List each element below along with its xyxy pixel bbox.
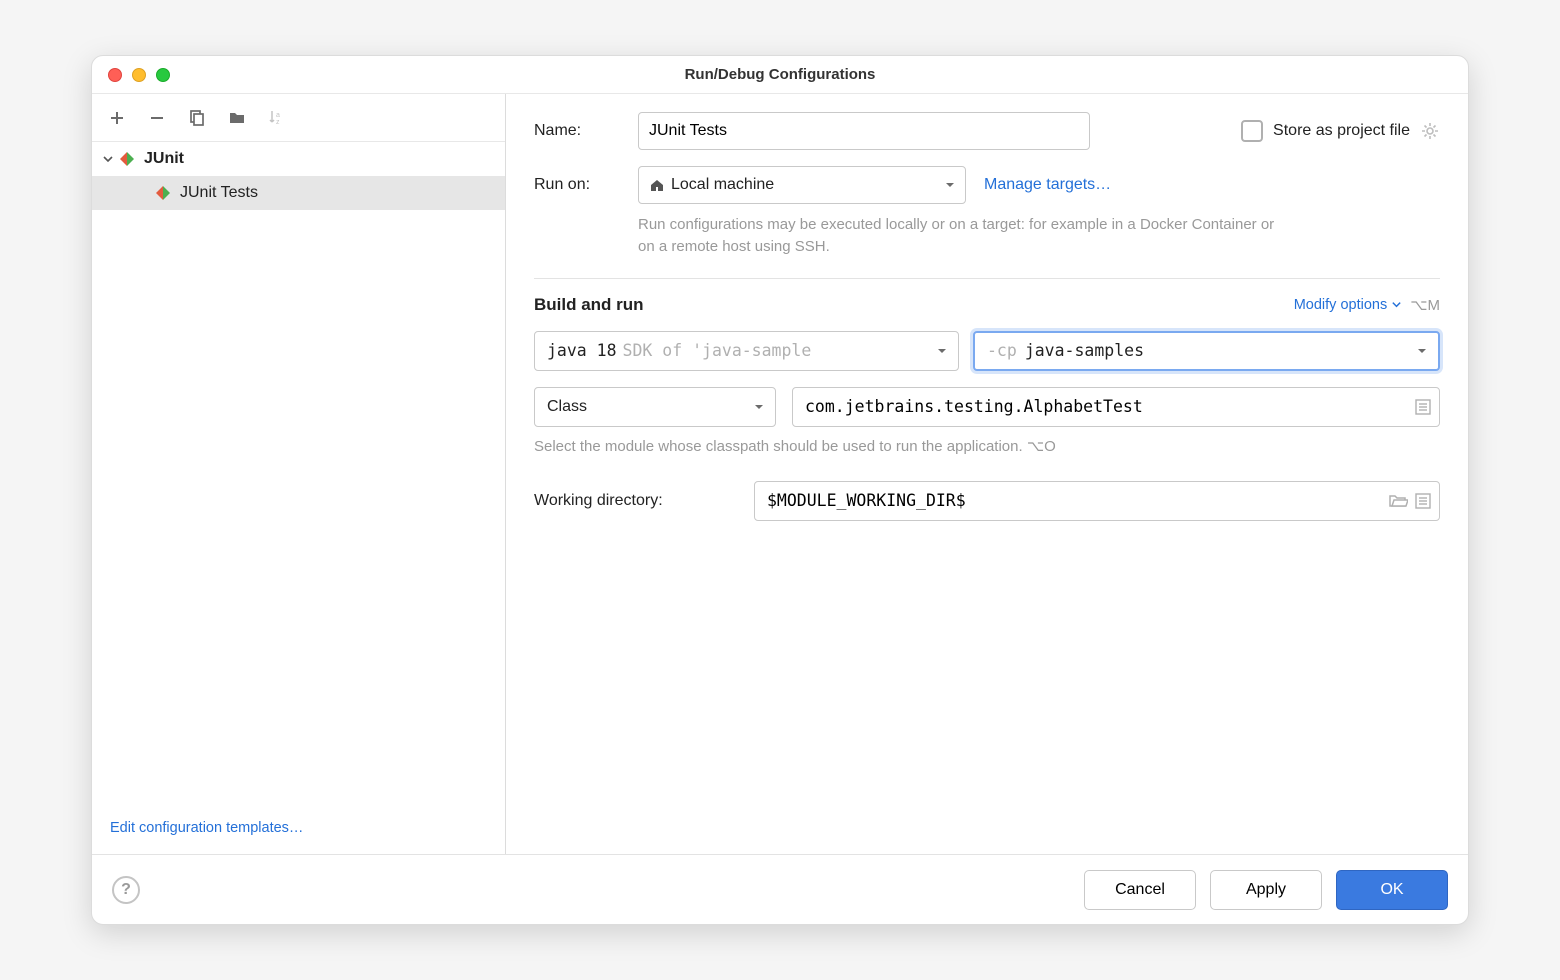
config-tree: JUnit JUnit Tests bbox=[92, 142, 505, 808]
svg-text:a: a bbox=[276, 112, 280, 119]
svg-text:z: z bbox=[276, 119, 280, 126]
jdk-select[interactable]: java 18 SDK of 'java-sample bbox=[534, 331, 959, 371]
sidebar-toolbar: az bbox=[92, 94, 505, 142]
jdk-hint: SDK of 'java-sample bbox=[623, 341, 812, 360]
window-title: Run/Debug Configurations bbox=[92, 66, 1468, 83]
name-input[interactable] bbox=[638, 112, 1090, 150]
classpath-module-select[interactable]: -cp java-samples bbox=[973, 331, 1440, 371]
list-icon bbox=[1414, 398, 1432, 416]
modify-options-link[interactable]: Modify options bbox=[1294, 297, 1403, 313]
scope-class-row: Class bbox=[534, 387, 1440, 427]
apply-button[interactable]: Apply bbox=[1210, 870, 1322, 910]
home-icon bbox=[649, 177, 665, 193]
jdk-value: java 18 bbox=[547, 341, 617, 360]
chevron-down-icon bbox=[1391, 299, 1402, 310]
plus-icon bbox=[109, 110, 125, 126]
junit-icon bbox=[156, 186, 174, 200]
class-name-input[interactable] bbox=[792, 387, 1440, 427]
copy-config-button[interactable] bbox=[186, 107, 208, 129]
runon-row: Run on: Local machine Manage targets… bbox=[534, 166, 1440, 204]
runon-hint: Run configurations may be executed local… bbox=[638, 214, 1278, 258]
name-row: Name: Store as project file bbox=[534, 112, 1440, 150]
sidebar-footer: Edit configuration templates… bbox=[92, 808, 505, 854]
build-run-header: Build and run Modify options ⌥M bbox=[534, 295, 1440, 315]
store-as-project-label: Store as project file bbox=[1273, 122, 1410, 140]
jdk-cp-row: java 18 SDK of 'java-sample -cp java-sam… bbox=[534, 331, 1440, 371]
cp-value: java-samples bbox=[1025, 341, 1144, 360]
store-as-project-area: Store as project file bbox=[1241, 120, 1440, 142]
dialog-footer: ? Cancel Apply OK bbox=[92, 854, 1468, 924]
help-button[interactable]: ? bbox=[112, 876, 140, 904]
sort-config-button[interactable]: az bbox=[266, 107, 288, 129]
cp-flag: -cp bbox=[987, 341, 1017, 360]
folder-icon bbox=[228, 109, 246, 127]
run-debug-config-dialog: Run/Debug Configurations az bbox=[91, 55, 1469, 925]
browse-class-button[interactable] bbox=[1414, 398, 1432, 416]
remove-config-button[interactable] bbox=[146, 107, 168, 129]
runon-select[interactable]: Local machine bbox=[638, 166, 966, 204]
sort-az-icon: az bbox=[268, 109, 286, 127]
tree-node-label: JUnit Tests bbox=[180, 184, 258, 202]
ok-button[interactable]: OK bbox=[1336, 870, 1448, 910]
save-config-button[interactable] bbox=[226, 107, 248, 129]
test-scope-select[interactable]: Class bbox=[534, 387, 776, 427]
classpath-hint: Select the module whose classpath should… bbox=[534, 437, 1440, 455]
divider bbox=[534, 278, 1440, 279]
titlebar: Run/Debug Configurations bbox=[92, 56, 1468, 94]
folder-open-icon bbox=[1388, 492, 1408, 510]
build-run-title: Build and run bbox=[534, 295, 644, 315]
list-icon bbox=[1414, 492, 1432, 510]
cancel-button[interactable]: Cancel bbox=[1084, 870, 1196, 910]
tree-node-label: JUnit bbox=[144, 150, 184, 168]
main-panel: Name: Store as project file Run on: bbox=[506, 94, 1468, 854]
chevron-down-icon bbox=[753, 401, 765, 413]
macro-button[interactable] bbox=[1414, 492, 1432, 510]
junit-icon bbox=[120, 152, 138, 166]
chevron-down-icon bbox=[102, 153, 114, 165]
store-as-project-checkbox[interactable] bbox=[1241, 120, 1263, 142]
minus-icon bbox=[149, 110, 165, 126]
class-input-wrap bbox=[792, 387, 1440, 427]
tree-node-junit[interactable]: JUnit bbox=[92, 142, 505, 176]
gear-icon[interactable] bbox=[1420, 121, 1440, 141]
modify-options-label: Modify options bbox=[1294, 297, 1388, 313]
name-label: Name: bbox=[534, 122, 638, 140]
runon-label: Run on: bbox=[534, 176, 638, 194]
sidebar: az JUnit JUnit Tests Edit configuration bbox=[92, 94, 506, 854]
tree-node-junit-tests[interactable]: JUnit Tests bbox=[92, 176, 505, 210]
browse-folder-button[interactable] bbox=[1388, 492, 1408, 510]
runon-value: Local machine bbox=[671, 176, 774, 194]
chevron-down-icon bbox=[936, 345, 948, 357]
dialog-body: az JUnit JUnit Tests Edit configuration bbox=[92, 94, 1468, 854]
working-dir-row: Working directory: bbox=[534, 481, 1440, 521]
copy-icon bbox=[188, 109, 206, 127]
scope-value: Class bbox=[547, 398, 587, 416]
chevron-down-icon bbox=[1416, 345, 1428, 357]
manage-targets-link[interactable]: Manage targets… bbox=[984, 176, 1111, 194]
modify-options-kbd: ⌥M bbox=[1410, 296, 1440, 314]
working-dir-label: Working directory: bbox=[534, 492, 734, 510]
edit-templates-link[interactable]: Edit configuration templates… bbox=[110, 820, 303, 836]
add-config-button[interactable] bbox=[106, 107, 128, 129]
working-dir-input[interactable] bbox=[754, 481, 1440, 521]
